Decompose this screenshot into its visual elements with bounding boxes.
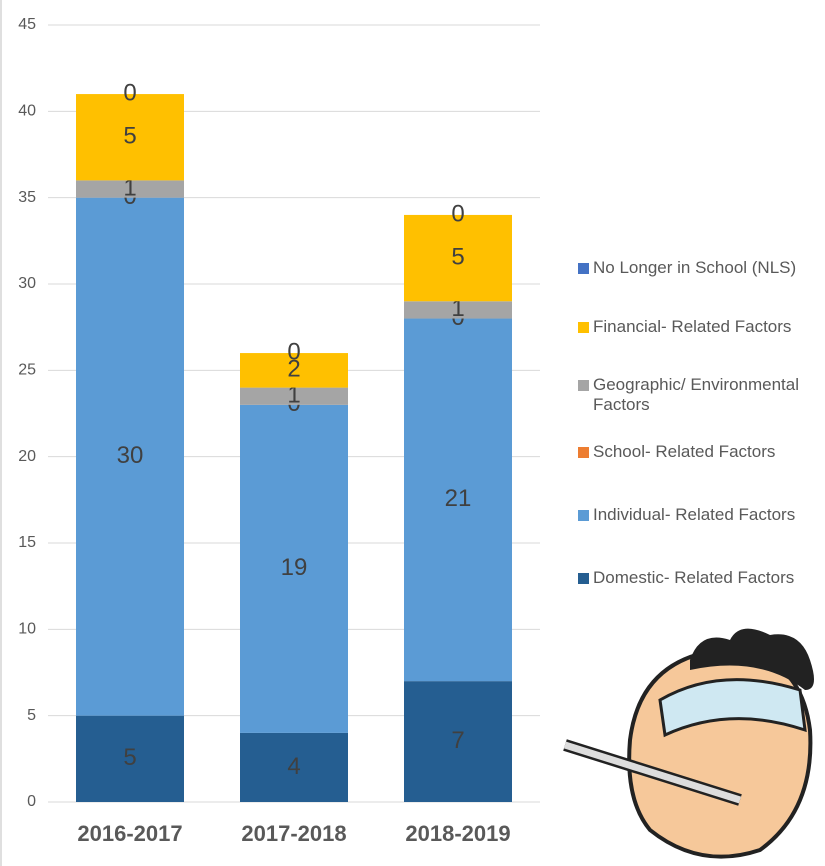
data-label: 30 xyxy=(117,442,144,469)
legend-swatch xyxy=(578,380,589,391)
data-label: 7 xyxy=(451,727,464,754)
x-tick-label: 2017-2018 xyxy=(241,821,346,846)
legend-item: School- Related Factors xyxy=(578,442,818,462)
legend-swatch xyxy=(578,447,589,458)
y-tick-label: 15 xyxy=(18,534,36,551)
legend-label: Geographic/ Environmental Factors xyxy=(578,375,813,415)
legend-item: Individual- Related Factors xyxy=(578,505,818,525)
data-label: 0 xyxy=(451,200,464,227)
data-label: 5 xyxy=(123,744,136,771)
legend-swatch xyxy=(578,322,589,333)
legend-label: Individual- Related Factors xyxy=(578,505,818,525)
x-tick-label: 2016-2017 xyxy=(77,821,182,846)
legend-item: No Longer in School (NLS) xyxy=(578,258,818,278)
data-label: 5 xyxy=(451,243,464,270)
data-label: 5 xyxy=(123,123,136,150)
illustration xyxy=(565,629,814,857)
data-label: 4 xyxy=(287,753,300,780)
legend-item: Geographic/ Environmental Factors xyxy=(578,375,818,415)
x-tick-label: 2018-2019 xyxy=(405,821,510,846)
chart: 0510152025303540452016-201753001502017-2… xyxy=(0,0,825,866)
y-tick-label: 35 xyxy=(18,189,36,206)
legend-swatch xyxy=(578,573,589,584)
data-label: 21 xyxy=(445,485,472,512)
y-tick-label: 25 xyxy=(18,362,36,379)
legend-item: Domestic- Related Factors xyxy=(578,568,818,588)
y-tick-label: 5 xyxy=(27,707,36,724)
legend-label: No Longer in School (NLS) xyxy=(578,258,818,278)
y-tick-label: 0 xyxy=(27,793,36,810)
legend-label: Domestic- Related Factors xyxy=(578,568,818,588)
legend-label: School- Related Factors xyxy=(578,442,818,462)
legend-swatch xyxy=(578,510,589,521)
y-tick-label: 10 xyxy=(18,621,36,638)
legend-label: Financial- Related Factors xyxy=(578,317,818,337)
legend-item: Financial- Related Factors xyxy=(578,317,818,337)
data-label: 0 xyxy=(287,338,300,365)
legend-swatch xyxy=(578,263,589,274)
page: 0510152025303540452016-201753001502017-2… xyxy=(0,0,825,866)
y-tick-label: 30 xyxy=(18,275,36,292)
y-tick-label: 40 xyxy=(18,103,36,120)
y-tick-label: 45 xyxy=(18,16,36,33)
y-tick-label: 20 xyxy=(18,448,36,465)
data-label: 0 xyxy=(123,79,136,106)
data-label: 19 xyxy=(281,554,308,581)
